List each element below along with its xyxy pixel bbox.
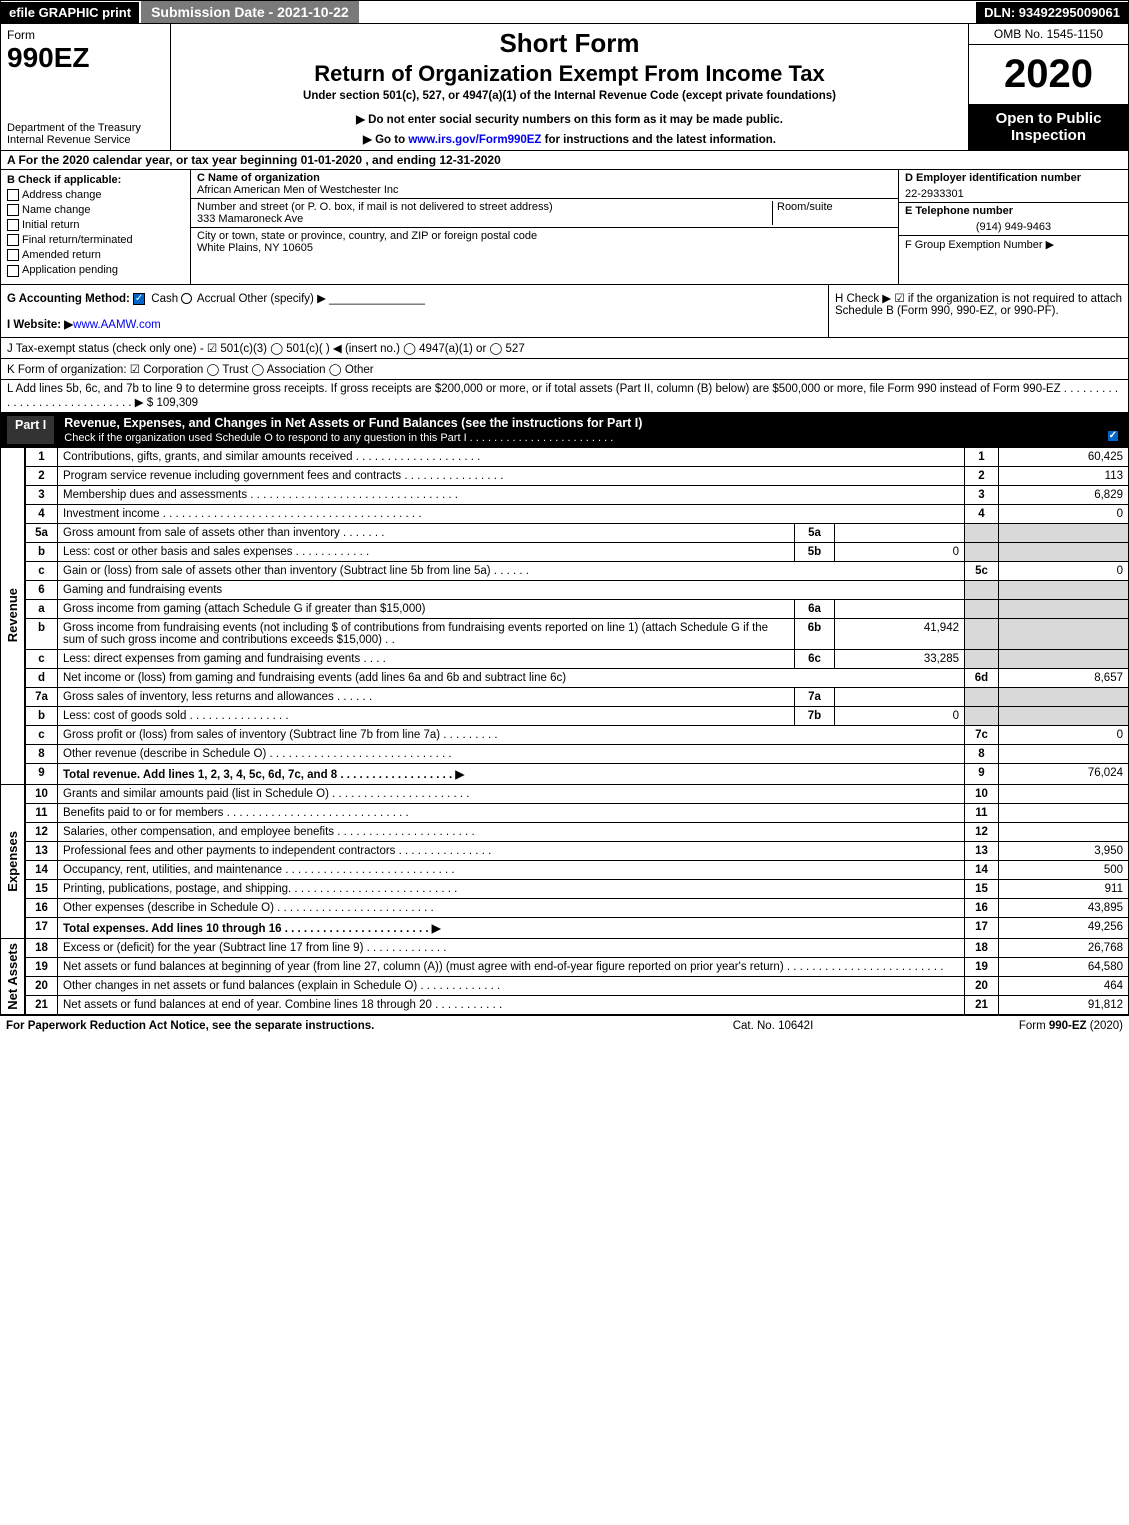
ein-label: D Employer identification number: [899, 170, 1128, 186]
footer-catno: Cat. No. 10642I: [623, 1020, 923, 1032]
revenue-block: Revenue 1Contributions, gifts, grants, a…: [0, 448, 1129, 785]
submission-date: Submission Date - 2021-10-22: [139, 1, 359, 23]
netassets-block: Net Assets 18Excess or (deficit) for the…: [0, 939, 1129, 1015]
return-title: Return of Organization Exempt From Incom…: [181, 61, 958, 87]
part-i-label: Part I: [7, 416, 54, 444]
l1-val: 60,425: [999, 448, 1129, 467]
section-d: D Employer identification number 22-2933…: [898, 170, 1128, 284]
form-header: Form 990EZ Department of the Treasury In…: [0, 24, 1129, 151]
tax-year: 2020: [969, 45, 1128, 104]
footer-paperwork: For Paperwork Reduction Act Notice, see …: [6, 1020, 623, 1032]
short-form-title: Short Form: [181, 28, 958, 59]
chk-application-pending[interactable]: Application pending: [7, 264, 184, 276]
omb-number: OMB No. 1545-1150: [969, 24, 1128, 45]
b-header: B Check if applicable:: [7, 174, 184, 186]
footer: For Paperwork Reduction Act Notice, see …: [0, 1015, 1129, 1036]
top-bar: efile GRAPHIC print Submission Date - 20…: [0, 0, 1129, 24]
l1-num: 1: [26, 448, 58, 467]
ein-value: 22-2933301: [899, 186, 1128, 202]
line-l: L Add lines 5b, 6c, and 7b to line 9 to …: [0, 380, 1129, 413]
line-h: H Check ▶ ☑ if the organization is not r…: [828, 285, 1128, 337]
radio-accrual[interactable]: [181, 293, 192, 304]
netassets-table: 18Excess or (deficit) for the year (Subt…: [25, 939, 1129, 1015]
line-g: G Accounting Method: Cash Accrual Other …: [1, 285, 828, 337]
revenue-table: 1Contributions, gifts, grants, and simil…: [25, 448, 1129, 785]
chk-amended-return[interactable]: Amended return: [7, 249, 184, 261]
c-city-label: City or town, state or province, country…: [197, 230, 892, 242]
i-label: I Website: ▶: [7, 319, 73, 331]
part-i-check-text: Check if the organization used Schedule …: [64, 432, 613, 444]
org-street: 333 Mamaroneck Ave: [197, 213, 772, 225]
org-city: White Plains, NY 10605: [197, 242, 892, 254]
irs-link[interactable]: www.irs.gov/Form990EZ: [408, 134, 541, 146]
g-h-row: G Accounting Method: Cash Accrual Other …: [0, 285, 1129, 338]
goto-suffix: for instructions and the latest informat…: [541, 134, 776, 146]
netassets-side-label: Net Assets: [5, 943, 20, 1010]
goto-text: ▶ Go to www.irs.gov/Form990EZ for instru…: [181, 132, 958, 146]
g-label: G Accounting Method:: [7, 293, 130, 305]
expenses-table: 10Grants and similar amounts paid (list …: [25, 785, 1129, 939]
revenue-side-label: Revenue: [5, 588, 20, 642]
l1-desc: Contributions, gifts, grants, and simila…: [58, 448, 965, 467]
part-i-checkbox[interactable]: [1107, 430, 1119, 442]
org-name: African American Men of Westchester Inc: [197, 184, 892, 196]
chk-cash[interactable]: [133, 293, 145, 305]
group-exemption: F Group Exemption Number ▶: [899, 235, 1128, 253]
do-not-enter: ▶ Do not enter social security numbers o…: [181, 112, 958, 126]
section-c: C Name of organization African American …: [191, 170, 898, 284]
chk-initial-return[interactable]: Initial return: [7, 219, 184, 231]
form-number: 990EZ: [7, 42, 164, 74]
other-specify: Other (specify) ▶: [238, 293, 325, 305]
efile-label[interactable]: efile GRAPHIC print: [1, 2, 139, 23]
chk-name-change[interactable]: Name change: [7, 204, 184, 216]
line-l-value: $ 109,309: [147, 397, 198, 409]
under-section: Under section 501(c), 527, or 4947(a)(1)…: [181, 90, 958, 102]
row-a-tax-year: A For the 2020 calendar year, or tax yea…: [0, 151, 1129, 170]
line-j: J Tax-exempt status (check only one) - ☑…: [0, 338, 1129, 359]
dln-label: DLN: 93492295009061: [976, 2, 1128, 23]
expenses-block: Expenses 10Grants and similar amounts pa…: [0, 785, 1129, 939]
department-label: Department of the Treasury Internal Reve…: [7, 122, 164, 146]
form-label: Form: [7, 28, 164, 42]
website-link[interactable]: www.AAMW.com: [73, 319, 161, 331]
c-name-label: C Name of organization: [197, 172, 892, 184]
expenses-side-label: Expenses: [5, 831, 20, 892]
chk-final-return[interactable]: Final return/terminated: [7, 234, 184, 246]
room-suite-label: Room/suite: [772, 201, 892, 225]
c-addr-label: Number and street (or P. O. box, if mail…: [197, 201, 772, 213]
phone-value: (914) 949-9463: [899, 219, 1128, 235]
part-i-title: Revenue, Expenses, and Changes in Net As…: [64, 416, 642, 430]
footer-formno: Form 990-EZ (2020): [923, 1020, 1123, 1032]
info-grid: B Check if applicable: Address change Na…: [0, 170, 1129, 285]
chk-address-change[interactable]: Address change: [7, 189, 184, 201]
open-inspection: Open to Public Inspection: [969, 104, 1128, 150]
goto-prefix: ▶ Go to: [363, 134, 408, 146]
phone-label: E Telephone number: [899, 202, 1128, 219]
part-i-header: Part I Revenue, Expenses, and Changes in…: [0, 413, 1129, 448]
section-b: B Check if applicable: Address change Na…: [1, 170, 191, 284]
line-k: K Form of organization: ☑ Corporation ◯ …: [0, 359, 1129, 380]
